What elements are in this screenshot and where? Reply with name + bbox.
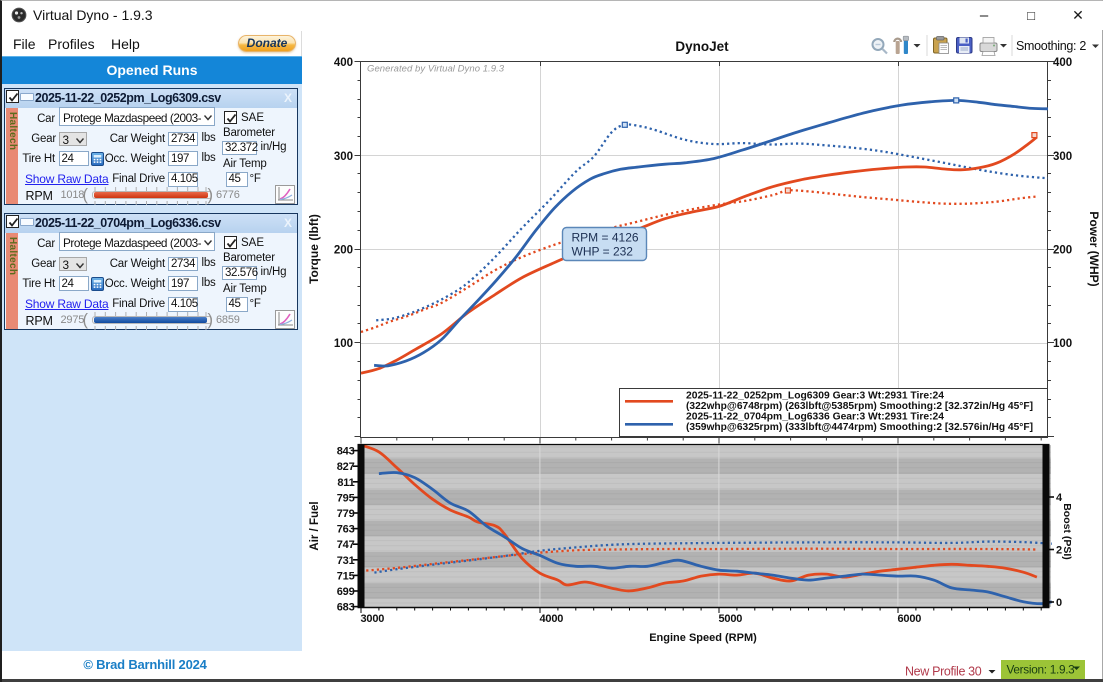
svg-text:300: 300 [1053, 151, 1072, 163]
svg-text:5000: 5000 [719, 613, 743, 625]
svg-text:Power (WHP): Power (WHP) [1087, 211, 1101, 286]
svg-text:4: 4 [1056, 492, 1063, 504]
svg-text:New Profile 30: New Profile 30 [905, 665, 982, 679]
svg-text:200: 200 [334, 245, 353, 257]
svg-text:(322whp@6748rpm) (263lbft@5385: (322whp@6748rpm) (263lbft@5385rpm) Smoot… [686, 400, 1033, 412]
svg-text:(359whp@6325rpm) (333lbft@4474: (359whp@6325rpm) (333lbft@4474rpm) Smoot… [686, 421, 1033, 433]
svg-text:2025-11-22_0704pm_Log6336 Gear: 2025-11-22_0704pm_Log6336 Gear:3 Wt:2931… [686, 410, 944, 422]
svg-text:715: 715 [337, 570, 355, 582]
svg-text:200: 200 [1053, 245, 1072, 257]
svg-text:6000: 6000 [898, 613, 922, 625]
svg-text:3000: 3000 [361, 613, 385, 625]
svg-text:795: 795 [337, 492, 355, 504]
svg-text:2: 2 [1056, 545, 1062, 557]
svg-text:400: 400 [1053, 57, 1072, 69]
svg-text:RPM = 4126: RPM = 4126 [572, 231, 639, 245]
svg-text:300: 300 [334, 151, 353, 163]
svg-text:779: 779 [337, 508, 355, 520]
svg-text:100: 100 [334, 338, 353, 350]
svg-text:Smoothing: 2: Smoothing: 2 [1016, 39, 1086, 53]
svg-text:747: 747 [337, 539, 355, 551]
svg-text:843: 843 [337, 446, 355, 458]
svg-text:0: 0 [1056, 597, 1062, 609]
svg-text:763: 763 [337, 524, 355, 536]
svg-text:DynoJet: DynoJet [675, 39, 729, 54]
svg-text:683: 683 [337, 602, 355, 614]
svg-text:699: 699 [337, 586, 355, 598]
svg-text:Engine Speed (RPM): Engine Speed (RPM) [649, 632, 757, 644]
svg-text:4000: 4000 [540, 613, 564, 625]
svg-text:100: 100 [1053, 338, 1072, 350]
svg-text:Torque (lbft): Torque (lbft) [307, 214, 321, 284]
svg-text:731: 731 [337, 555, 355, 567]
svg-text:Air / Fuel: Air / Fuel [309, 501, 321, 550]
svg-text:Generated by Virtual Dyno 1.9.: Generated by Virtual Dyno 1.9.3 [367, 64, 505, 75]
svg-text:WHP = 232: WHP = 232 [572, 245, 634, 259]
svg-text:2025-11-22_0252pm_Log6309 Gear: 2025-11-22_0252pm_Log6309 Gear:3 Wt:2931… [686, 389, 944, 401]
svg-text:Boost (PSI): Boost (PSI) [1061, 503, 1073, 560]
svg-text:811: 811 [337, 477, 354, 489]
svg-text:400: 400 [334, 57, 353, 69]
svg-text:Version: 1.9.3: Version: 1.9.3 [1007, 663, 1076, 677]
svg-text:827: 827 [337, 461, 355, 473]
